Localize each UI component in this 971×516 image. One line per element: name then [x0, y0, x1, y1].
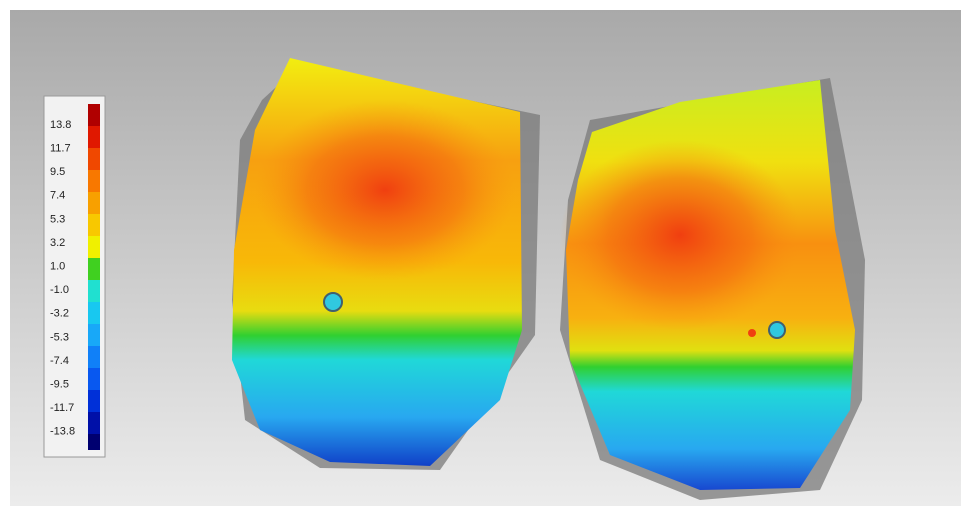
swatch [88, 258, 100, 280]
legend-label: -1.0 [50, 284, 69, 296]
hot-spot [560, 140, 800, 330]
legend-label: 5.3 [50, 213, 65, 225]
screenshot: 13.8 11.7 9.5 7.4 5.3 3.2 1.0 -1.0 -3.2 -5.3 -7.4 -… [0, 0, 971, 516]
legend: 13.8 11.7 9.5 7.4 5.3 3.2 1.0 -1.0 -3.2 -5.3 -7.4 -… [44, 96, 105, 457]
swatch [88, 214, 100, 236]
swatch [88, 280, 100, 302]
legend-label: -5.3 [50, 331, 69, 343]
swatch [88, 170, 100, 192]
swatch [88, 324, 100, 346]
swatch [88, 192, 100, 214]
swatch [88, 302, 100, 324]
marker [769, 322, 785, 338]
swatch [88, 346, 100, 368]
legend-label: 11.7 [50, 143, 71, 155]
swatch [88, 236, 100, 258]
swatch [88, 104, 100, 126]
legend-label: -3.2 [50, 308, 69, 320]
marker [324, 293, 342, 311]
legend-label: 13.8 [50, 119, 71, 131]
legend-label: 1.0 [50, 261, 65, 273]
swatch [88, 368, 100, 390]
legend-label: 9.5 [50, 166, 65, 178]
legend-label: 3.2 [50, 237, 65, 249]
swatch [88, 434, 100, 450]
swatch [88, 412, 100, 434]
legend-label: -7.4 [50, 355, 69, 367]
hot-spot [255, 100, 515, 280]
swatch [88, 390, 100, 412]
legend-label: -9.5 [50, 379, 69, 391]
swatch [88, 126, 100, 148]
swatch [88, 148, 100, 170]
color-bar [88, 104, 100, 450]
legend-label: -11.7 [50, 402, 74, 414]
legend-label: -13.8 [50, 426, 75, 438]
legend-label: 7.4 [50, 190, 65, 202]
marker [748, 329, 756, 337]
